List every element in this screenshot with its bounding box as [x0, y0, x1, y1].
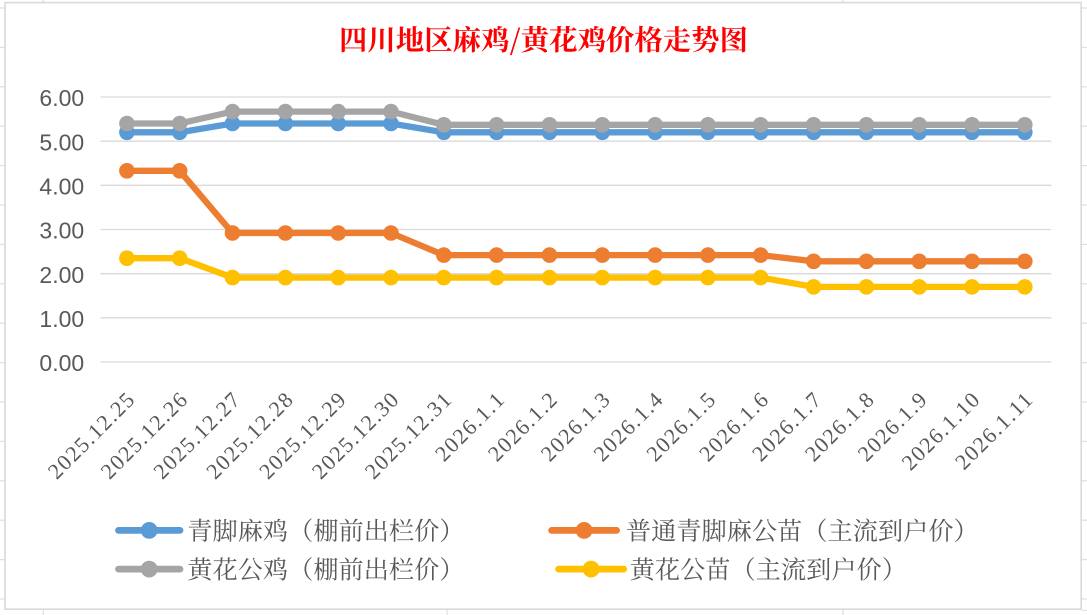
svg-text:4.00: 4.00	[39, 174, 84, 200]
svg-text:5.00: 5.00	[39, 129, 84, 155]
svg-text:6.00: 6.00	[39, 85, 84, 111]
svg-text:1.00: 1.00	[39, 306, 84, 332]
svg-text:0.00: 0.00	[39, 350, 84, 376]
svg-text:2.00: 2.00	[39, 262, 84, 288]
svg-text:3.00: 3.00	[39, 218, 84, 244]
